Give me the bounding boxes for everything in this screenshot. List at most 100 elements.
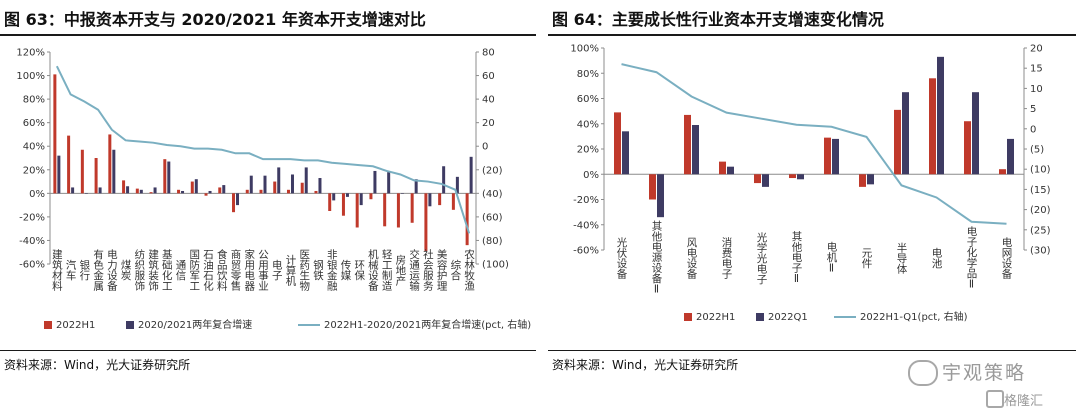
- bar-series2: [359, 193, 363, 206]
- watermark-text: 宇观策略: [942, 362, 1027, 384]
- category-label: 房地产: [394, 253, 406, 286]
- left-tick-label: -60%: [19, 260, 45, 271]
- left-source-rule: [0, 350, 536, 351]
- bar-series1: [999, 169, 1006, 175]
- bar-series1: [232, 193, 236, 213]
- bar-series2: [692, 125, 699, 175]
- category-label: 非银金融: [326, 249, 338, 292]
- right-tick-label: (25): [1030, 225, 1051, 236]
- category-label: 综合: [449, 259, 461, 282]
- left-tick-label: 100%: [570, 44, 599, 55]
- category-label: 国防军工: [188, 249, 200, 291]
- bar-series2: [657, 174, 664, 218]
- category-label: 食品饮料: [216, 248, 228, 292]
- bar-series1: [894, 109, 901, 175]
- bar-series2: [57, 155, 61, 194]
- left-source: 资料来源：Wind，光大证券研究所: [4, 358, 191, 372]
- left-tick-label: 60%: [23, 118, 45, 129]
- category-label: 钢铁: [312, 259, 324, 282]
- bar-series1: [218, 187, 222, 194]
- bar-series1: [410, 193, 414, 223]
- bar-series2: [832, 138, 839, 175]
- bar-series2: [469, 156, 473, 194]
- bar-series1: [451, 193, 455, 210]
- bar-series2: [428, 193, 432, 207]
- left-tick-label: 100%: [16, 71, 45, 82]
- bar-series2: [400, 193, 404, 194]
- bar-series2: [98, 187, 102, 194]
- bar-series2: [332, 193, 336, 201]
- category-label: 轻工制造: [381, 248, 393, 291]
- bar-series1: [754, 174, 761, 184]
- left-tick-label: 120%: [16, 48, 45, 59]
- bar-series1: [824, 137, 831, 175]
- right-tick-label: 0: [482, 142, 488, 153]
- right-tick-label: (5): [1030, 145, 1044, 156]
- right-chart-panel: 图 64：主要成长性行业资本开支增速变化情况 100% 80% 60% 40% 20% 0…: [548, 0, 1080, 414]
- category-label: 传媒: [339, 260, 351, 282]
- category-label: 其他电子Ⅱ: [791, 231, 803, 285]
- bar-series1: [204, 193, 208, 196]
- bar-series2: [867, 174, 874, 185]
- bar-series2: [84, 193, 88, 194]
- bar-series1: [649, 174, 656, 200]
- category-label: 机械设备: [367, 248, 379, 292]
- line-series-right-axis: [55, 65, 471, 234]
- legend-swatch: [684, 313, 692, 321]
- legend-swatch: [126, 321, 134, 329]
- bar-series1: [177, 189, 181, 194]
- legend-label: 2022H1: [696, 312, 735, 323]
- right-tick-label: 40: [482, 95, 495, 106]
- left-chart-title: 图 63：中报资本开支与 2020/2021 年资本开支增速对比: [4, 10, 426, 29]
- category-label: 其他电源设备Ⅱ: [651, 221, 663, 296]
- bar-series2: [387, 172, 391, 194]
- bar-series2: [762, 174, 769, 187]
- legend-label: 2022H1: [56, 320, 95, 331]
- bar-series2: [112, 149, 116, 194]
- bar-series2: [442, 166, 446, 194]
- category-label: 社会服务: [422, 248, 434, 292]
- legend-label: 2022H1-Q1(pct, 右轴): [860, 310, 968, 323]
- category-label: 电机Ⅱ: [826, 241, 838, 275]
- right-tick-label: 15: [1030, 64, 1043, 75]
- bar-series2: [194, 179, 198, 194]
- category-label: 纺织服饰: [133, 248, 145, 292]
- category-label: 商贸零售: [230, 248, 242, 292]
- bar-series2: [167, 161, 171, 194]
- category-label: 建筑材料: [51, 248, 63, 292]
- left-tick-label: -20%: [573, 195, 599, 206]
- left-tick-label: 60%: [577, 94, 599, 105]
- bar-series2: [1007, 138, 1014, 175]
- bar-series1: [300, 182, 304, 194]
- bar-series1: [135, 188, 139, 194]
- gelonghui-logo-icon: [986, 390, 1004, 408]
- bar-series2: [263, 175, 267, 194]
- left-tick-label: 20%: [23, 165, 45, 176]
- bar-series1: [383, 193, 387, 227]
- right-tick-label: 20: [482, 118, 495, 129]
- bar-series1: [80, 149, 84, 194]
- bar-series1: [328, 193, 332, 211]
- bar-series2: [181, 190, 185, 194]
- bar-series1: [286, 189, 290, 194]
- category-label: 电子: [271, 259, 283, 281]
- bar-series2: [937, 56, 944, 175]
- bar-series1: [438, 193, 442, 206]
- category-label: 半导体: [896, 241, 908, 274]
- bar-series2: [277, 167, 281, 194]
- right-tick-label: 0: [1030, 124, 1036, 135]
- right-tick-label: (80): [482, 236, 503, 247]
- category-label: 石油石化: [202, 249, 214, 292]
- category-label: 建筑装饰: [147, 248, 159, 292]
- bar-series2: [153, 187, 157, 194]
- wechat-icon: [908, 360, 938, 386]
- right-source: 资料来源：Wind，光大证券研究所: [552, 358, 739, 372]
- bar-series2: [304, 167, 308, 194]
- legend-swatch: [44, 321, 52, 329]
- bar-series2: [139, 189, 143, 194]
- bar-series1: [341, 193, 345, 216]
- category-label: 计算机: [284, 253, 296, 286]
- legend-label: 2020/2021两年复合增速: [138, 318, 252, 331]
- bar-series2: [797, 174, 804, 180]
- bar-series2: [902, 92, 909, 175]
